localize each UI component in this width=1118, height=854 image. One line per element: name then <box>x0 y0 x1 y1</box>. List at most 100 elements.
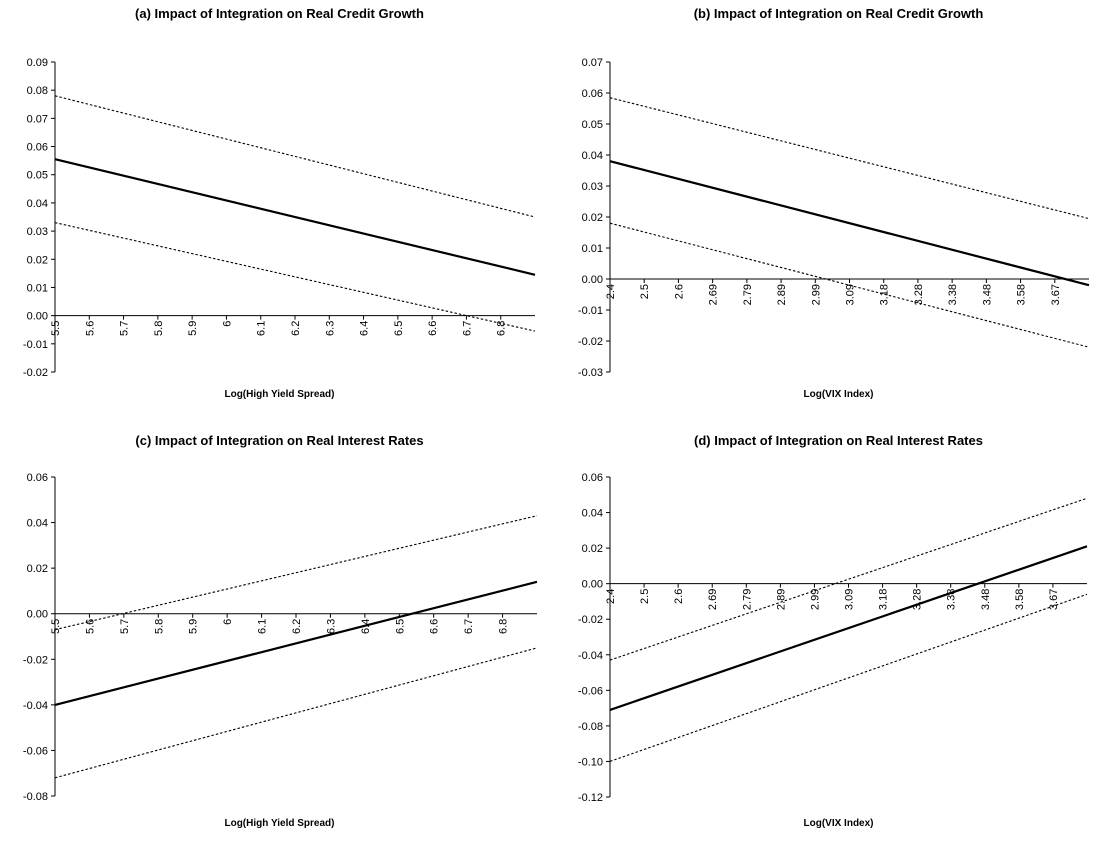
chart-panel-c: (c) Impact of Integration on Real Intere… <box>0 427 559 854</box>
x-tick-label: 6.7 <box>461 321 473 336</box>
chart-title: (a) Impact of Integration on Real Credit… <box>135 6 424 21</box>
y-tick-label: 0.09 <box>27 57 48 69</box>
x-tick-label: 2.99 <box>809 589 821 610</box>
x-tick-label: 2.4 <box>605 589 617 604</box>
y-tick-label: 0.02 <box>582 212 603 224</box>
x-axis-title: Log(High Yield Spread) <box>224 389 335 400</box>
x-tick-label: 3.48 <box>981 284 993 305</box>
x-tick-label: 6.8 <box>496 321 508 336</box>
chart-title: (d) Impact of Integration on Real Intere… <box>694 433 983 448</box>
chart-title: (c) Impact of Integration on Real Intere… <box>135 433 424 448</box>
y-tick-label: -0.06 <box>23 745 48 757</box>
y-tick-label: -0.04 <box>23 700 48 712</box>
x-tick-label: 2.5 <box>639 284 651 299</box>
x-tick-label: 6.7 <box>463 619 475 634</box>
x-tick-label: 3.67 <box>1050 284 1062 305</box>
x-tick-label: 6.1 <box>257 619 269 634</box>
x-tick-label: 2.6 <box>673 589 685 604</box>
y-tick-label: 0.01 <box>582 243 603 255</box>
x-tick-label: 5.7 <box>119 321 131 336</box>
y-tick-label: 0.04 <box>582 508 603 520</box>
y-tick-label: 0.02 <box>27 254 48 266</box>
y-tick-label: 0.08 <box>27 85 48 97</box>
y-tick-label: 0.03 <box>582 181 603 193</box>
x-tick-label: 6.8 <box>498 619 510 634</box>
x-tick-label: 2.5 <box>639 589 651 604</box>
x-tick-label: 6.6 <box>427 321 439 336</box>
x-axis-title: Log(VIX Index) <box>803 818 874 829</box>
x-tick-label: 6.6 <box>429 619 441 634</box>
y-tick-label: 0.02 <box>27 563 48 575</box>
x-tick-label: 3.38 <box>947 284 959 305</box>
y-tick-label: 0.04 <box>27 518 48 530</box>
x-tick-label: 2.69 <box>707 589 719 610</box>
y-tick-label: 0.06 <box>582 88 603 100</box>
x-tick-label: 6 <box>221 321 233 327</box>
plot-area: -0.03 -0.02 -0.01 0.00 0.01 0.02 0.03 0.04 0.05 0… <box>578 57 1090 379</box>
y-tick-label: 0.06 <box>27 472 48 484</box>
plot-area: -0.02 -0.01 0.00 0.01 0.02 0.03 0.04 0.05 0.06 0.… <box>23 57 536 379</box>
x-tick-label: 2.69 <box>708 284 720 305</box>
y-tick-label: -0.01 <box>23 339 48 351</box>
confidence-band-line <box>609 97 1090 220</box>
y-tick-label: -0.10 <box>578 756 603 768</box>
x-tick-label: 5.5 <box>50 321 62 336</box>
chart-title: (b) Impact of Integration on Real Credit… <box>693 6 984 21</box>
x-axis-title: Log(High Yield Spread) <box>224 818 335 829</box>
y-tick-label: 0.04 <box>582 150 603 162</box>
x-tick-label: 6 <box>222 619 234 625</box>
confidence-band-line <box>54 515 538 631</box>
x-tick-label: 2.89 <box>775 589 787 610</box>
y-tick-label: -0.08 <box>23 791 48 803</box>
y-tick-label: 0.01 <box>27 282 48 294</box>
chart-panel-b: (b) Impact of Integration on Real Credit… <box>559 0 1118 427</box>
x-tick-label: 6.4 <box>359 321 371 336</box>
x-tick-label: 6.2 <box>291 619 303 634</box>
y-tick-label: -0.12 <box>578 792 603 804</box>
y-tick-label: 0.07 <box>582 57 603 69</box>
x-tick-label: 5.6 <box>84 321 96 336</box>
y-tick-label: -0.02 <box>578 336 603 348</box>
y-tick-label: 0.02 <box>582 543 603 555</box>
x-tick-label: 3.09 <box>845 284 857 305</box>
y-tick-label: 0.05 <box>27 170 48 182</box>
x-tick-label: 2.79 <box>741 589 753 610</box>
x-tick-label: 3.18 <box>878 589 890 610</box>
y-tick-label: -0.01 <box>578 305 603 317</box>
x-tick-label: 3.58 <box>1014 589 1026 610</box>
x-tick-label: 5.8 <box>153 321 165 336</box>
x-tick-label: 3.28 <box>913 284 925 305</box>
x-tick-label: 5.9 <box>188 619 200 634</box>
confidence-band-line <box>54 222 536 332</box>
x-tick-label: 5.5 <box>50 619 62 634</box>
y-tick-label: -0.08 <box>578 721 603 733</box>
y-tick-label: 0.05 <box>582 119 603 131</box>
plot-area: -0.12 -0.10 -0.08 -0.06 -0.04 -0.02 0.00 0.02 0.… <box>578 472 1088 804</box>
y-tick-label: 0.06 <box>582 472 603 484</box>
estimate-line <box>54 158 536 276</box>
y-tick-label: -0.02 <box>578 614 603 626</box>
y-tick-label: -0.02 <box>23 654 48 666</box>
x-tick-label: 3.58 <box>1016 284 1028 305</box>
y-tick-label: 0.00 <box>582 274 603 286</box>
x-tick-label: 2.6 <box>673 284 685 299</box>
x-tick-label: 6.3 <box>324 321 336 336</box>
estimate-line <box>609 160 1090 287</box>
x-tick-label: 5.8 <box>153 619 165 634</box>
plot-area: -0.08 -0.06 -0.04 -0.02 0.00 0.02 0.04 0.06 5.5 5… <box>23 472 538 803</box>
x-tick-label: 6.1 <box>256 321 268 336</box>
y-tick-label: -0.03 <box>578 367 603 379</box>
x-tick-label: 6.5 <box>394 619 406 634</box>
x-tick-label: 2.79 <box>742 284 754 305</box>
x-tick-label: 2.4 <box>605 284 617 299</box>
y-tick-label: 0.03 <box>27 226 48 238</box>
confidence-band-line <box>609 222 1090 348</box>
estimate-line <box>54 580 538 706</box>
y-tick-label: 0.04 <box>27 198 48 210</box>
chart-panel-d: (d) Impact of Integration on Real Intere… <box>559 427 1118 854</box>
x-tick-label: 2.89 <box>776 284 788 305</box>
y-tick-label: 0.06 <box>27 142 48 154</box>
y-tick-label: -0.06 <box>578 685 603 697</box>
x-tick-label: 5.7 <box>119 619 131 634</box>
x-tick-label: 6.5 <box>393 321 405 336</box>
